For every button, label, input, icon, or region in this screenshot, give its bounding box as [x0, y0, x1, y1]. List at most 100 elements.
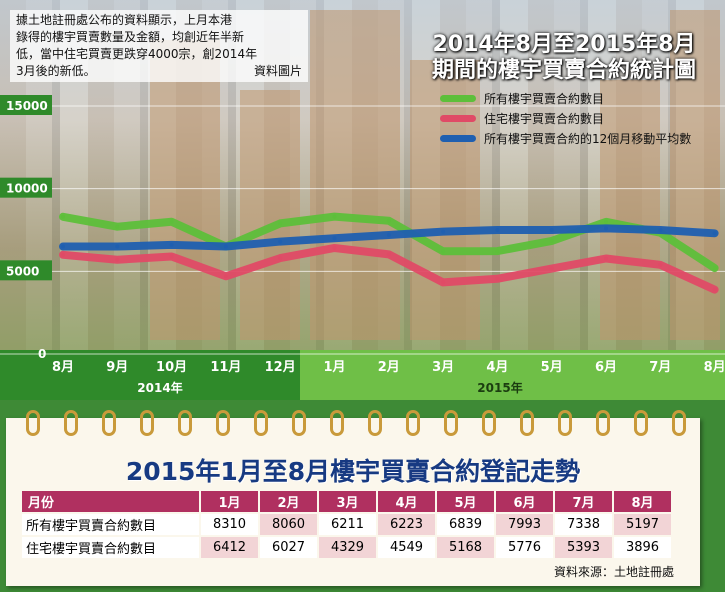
table-section: 2015年1月至8月樓宇買賣合約登記走勢 月份 1月 2月 3月 4月 5月 6… [0, 400, 725, 592]
x-tick-label: 8月 [52, 360, 74, 375]
table-cell: 6839 [437, 514, 494, 535]
ring-icon [520, 410, 534, 436]
table-cell: 7993 [496, 514, 553, 535]
data-point [604, 256, 608, 261]
data-point [495, 228, 500, 232]
header-month: 5月 [437, 491, 494, 512]
data-point [278, 221, 283, 226]
data-point [712, 266, 717, 271]
table-cell: 6211 [319, 514, 376, 535]
legend-item: 所有樓宇買賣合約數目 [440, 88, 710, 108]
table-cell: 5168 [437, 537, 494, 558]
ring-icon [558, 410, 572, 436]
table-cell: 5776 [496, 537, 553, 558]
y-tick-label: 5000 [6, 264, 39, 278]
data-point [658, 228, 663, 232]
table-cell: 5197 [614, 514, 671, 535]
photo-credit: 資料圖片 [253, 64, 302, 78]
ring-icon [368, 410, 382, 436]
year-label: 2014年 [137, 380, 182, 395]
table-cell: 5393 [555, 537, 612, 558]
x-tick-label: 6月 [595, 360, 617, 375]
data-point [549, 228, 554, 232]
legend-swatch [440, 94, 476, 102]
data-point [441, 280, 446, 285]
legend-item: 住宅樓宇買賣合約數目 [440, 108, 710, 128]
header-month: 6月 [496, 491, 553, 512]
x-axis-band-2014 [0, 350, 300, 400]
caption-line: 低，當中住宅買賣更跌穿4000宗，創2014年 [16, 47, 258, 61]
ring-icon [216, 410, 230, 436]
header-month: 3月 [319, 491, 376, 512]
data-point [549, 238, 554, 243]
building-photo [240, 90, 300, 340]
ring-icon [102, 410, 116, 436]
x-tick-label: 10月 [156, 360, 187, 375]
ring-icon [672, 410, 686, 436]
header-month: 2月 [260, 491, 317, 512]
x-tick-label: 11月 [210, 360, 241, 375]
data-point [61, 214, 65, 219]
y-tick-label: 0 [38, 347, 46, 361]
calendar-card: 2015年1月至8月樓宇買賣合約登記走勢 月份 1月 2月 3月 4月 5月 6… [6, 410, 700, 586]
table-cell: 8060 [260, 514, 317, 535]
data-point [223, 244, 228, 249]
chart-title: 2014年8月至2015年8月 期間的樓宇買賣合約統計圖 [414, 32, 714, 84]
ring-icon [482, 410, 496, 436]
data-point [115, 257, 120, 262]
data-point [223, 274, 228, 279]
y-tick-box [0, 177, 52, 198]
year-label: 2015年 [477, 380, 522, 395]
data-point [604, 219, 608, 224]
data-point [386, 218, 391, 223]
header-month: 4月 [378, 491, 435, 512]
table-cell: 4549 [378, 537, 435, 558]
chart-title-line: 2014年8月至2015年8月 [432, 32, 696, 57]
x-tick-label: 12月 [265, 360, 296, 375]
table-cell: 8310 [201, 514, 258, 535]
ring-icon [634, 410, 648, 436]
ring-icon [330, 410, 344, 436]
data-point [61, 252, 65, 257]
ring-icon [178, 410, 192, 436]
data-point [549, 266, 554, 271]
data-point [61, 244, 65, 249]
data-point [115, 244, 120, 249]
ring-icon [64, 410, 78, 436]
legend-label: 所有樓宇買賣合約的12個月移動平均數 [484, 131, 692, 146]
chart-legend: 所有樓宇買賣合約數目 住宅樓宇買賣合約數目 所有樓宇買賣合約的12個月移動平均數 [440, 88, 710, 148]
ring-icon [254, 410, 268, 436]
data-point [495, 276, 500, 281]
ring-icon [292, 410, 306, 436]
data-point [441, 249, 446, 254]
data-point [712, 231, 717, 236]
ring-icon [26, 410, 40, 436]
chart-title-line: 期間的樓宇買賣合約統計圖 [431, 58, 696, 83]
x-tick-label: 7月 [649, 360, 671, 375]
legend-label: 所有樓宇買賣合約數目 [484, 91, 605, 106]
series-line-2 [59, 224, 719, 251]
data-point [169, 254, 174, 259]
caption-line: 錄得的樓宇買賣數量及金額，均創近年半新 [16, 30, 245, 44]
header-month-label: 月份 [22, 491, 199, 512]
table-cell: 4329 [319, 537, 376, 558]
table-header-row: 月份 1月 2月 3月 4月 5月 6月 7月 8月 [22, 491, 671, 512]
data-point [386, 252, 391, 257]
y-tick-box [0, 260, 52, 281]
header-month: 8月 [614, 491, 671, 512]
x-tick-label: 4月 [486, 360, 508, 375]
x-tick-label: 3月 [432, 360, 454, 375]
table-cell: 6027 [260, 537, 317, 558]
row-label: 住宅樓宇買賣合約數目 [22, 537, 199, 558]
caption-line: 據土地註冊處公布的資料顯示，上月本港 [16, 13, 233, 27]
y-tick-label: 10000 [6, 182, 48, 196]
data-point [278, 239, 283, 244]
legend-label: 住宅樓宇買賣合約數目 [484, 111, 605, 126]
data-point [658, 262, 663, 267]
legend-swatch [440, 134, 476, 142]
data-point [332, 214, 337, 219]
building-photo [310, 10, 400, 340]
y-tick-box [0, 95, 52, 115]
source-note: 資料來源：土地註冊處 [553, 565, 674, 579]
data-point [169, 219, 174, 224]
